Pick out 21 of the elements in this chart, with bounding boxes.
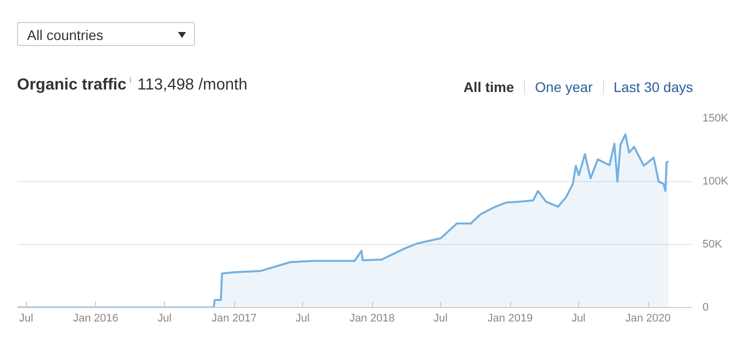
y-tick-label: 100K: [702, 176, 729, 188]
text: Last 30 days: [602, 79, 703, 95]
x-tick-label: Jan 2018: [349, 312, 395, 324]
chart-title: Organic traffic: [17, 76, 126, 94]
y-tick-label: 0: [702, 302, 709, 314]
x-tick-label: Jan 2017: [211, 312, 257, 324]
x-tick-label: Jan 2016: [73, 312, 118, 324]
text: All countries: [17, 22, 195, 46]
y-tick-label: 150K: [702, 112, 729, 124]
chart-subtitle: 113,498 /month: [137, 76, 248, 94]
y-tick-label: 50K: [702, 238, 723, 250]
x-tick-label: Jul: [158, 312, 172, 324]
text: i: [129, 75, 132, 85]
text: One year: [524, 79, 603, 95]
x-tick-label: Jul: [571, 312, 586, 324]
x-tick-label: Jul: [295, 312, 310, 324]
x-tick-label: Jan 2019: [487, 312, 533, 324]
x-tick-label: Jul: [433, 312, 448, 324]
x-tick-label: Jan 2020: [625, 312, 671, 324]
x-tick-label: Jul: [19, 312, 34, 324]
text: All time: [462, 79, 516, 95]
